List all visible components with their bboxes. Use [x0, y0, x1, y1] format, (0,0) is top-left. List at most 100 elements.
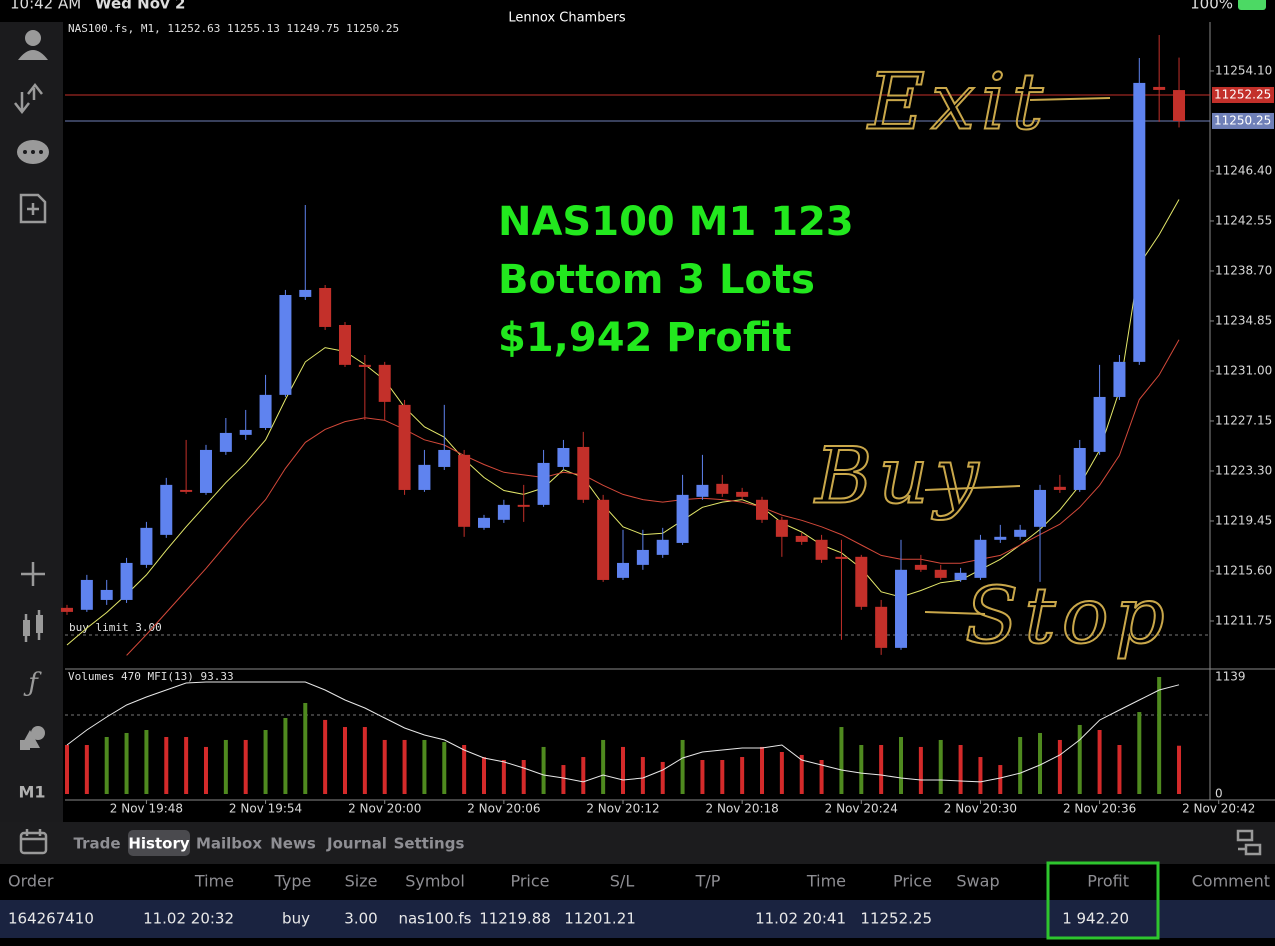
volume-bar [501, 759, 506, 794]
tab[interactable]: Mailbox [196, 835, 262, 853]
volume-bar [382, 739, 387, 794]
volume-bar [680, 739, 685, 794]
table-cell: 11252.25 [860, 910, 932, 928]
objects-icon[interactable] [20, 726, 45, 750]
tab[interactable]: Trade [73, 835, 120, 853]
x-tick-label: 2 Nov 20:12 [586, 802, 659, 816]
volume-bar [879, 745, 884, 794]
handwritten-stroke [924, 97, 1111, 615]
volume-bar [740, 757, 745, 794]
volume-bar [184, 736, 189, 794]
tab-bar [0, 822, 1275, 864]
volume-tick-label: 0 [1215, 787, 1223, 801]
candle-body [259, 394, 272, 428]
tab[interactable]: Journal [326, 835, 387, 853]
crosshair-icon[interactable] [21, 562, 45, 586]
candle-body [358, 364, 371, 367]
table-cell: 164267410 [8, 910, 94, 928]
candle-body [557, 447, 570, 467]
table-header-cell: Swap [956, 872, 999, 891]
candle-body [517, 504, 530, 507]
ma-line [126, 339, 1180, 656]
price-label: 11250.25 [1214, 113, 1271, 127]
table-header-cell: Order [8, 872, 54, 891]
volume-bar [1137, 712, 1142, 794]
candle-body [835, 556, 848, 559]
candle-body [497, 504, 510, 520]
y-tick-label: 11234.85 [1215, 313, 1272, 327]
table-cell: 11.02 20:41 [755, 910, 846, 928]
volume-bar [223, 739, 228, 794]
highlight-box [1046, 861, 1160, 940]
candle-body [418, 464, 431, 490]
y-tick-label: 11242.55 [1215, 213, 1272, 227]
table-header-cell: Symbol [405, 872, 465, 891]
volume-bar [442, 742, 447, 794]
volume-bar [819, 759, 824, 794]
table-cell: 1 942.20 [1062, 910, 1129, 928]
handwritten-note: Buy [813, 432, 985, 522]
trade-icon[interactable] [14, 82, 43, 115]
candle-body [140, 527, 153, 565]
chat-icon[interactable] [17, 140, 49, 164]
volume-bar [720, 759, 725, 794]
candle-body [914, 564, 927, 570]
volume-bar [779, 751, 784, 794]
volume-bar [104, 736, 109, 794]
candle-body [815, 539, 828, 560]
new-order-icon[interactable] [19, 193, 47, 224]
handwritten-note: Stop [965, 572, 1171, 662]
x-tick-label: 2 Nov 20:18 [706, 802, 779, 816]
candle-body [60, 607, 73, 612]
candle-body [319, 287, 332, 327]
volume-bar [541, 746, 546, 794]
candle-body [338, 324, 351, 365]
table-header-cell: Size [345, 872, 378, 891]
volume-bar [1117, 745, 1122, 794]
chart: NAS100.fs, M1, 11252.63 11255.13 11249.7… [60, 22, 1275, 816]
candle-body [80, 579, 93, 610]
y-tick-label: 11227.15 [1215, 413, 1272, 427]
candle-body [199, 449, 212, 493]
volume-bar [998, 765, 1003, 794]
volume-header: Volumes 470 MFI(13) 93.33 [68, 670, 234, 683]
table-cell: 11201.21 [564, 910, 636, 928]
tab[interactable]: History [128, 835, 189, 853]
table-header-cell: Time [806, 872, 846, 891]
volume-bar [1038, 732, 1043, 794]
status-time: 10:42 AM [10, 0, 81, 13]
candle-body [597, 499, 610, 580]
y-tick-label: 11215.60 [1215, 563, 1272, 577]
layout-icon[interactable] [1236, 829, 1262, 856]
volume-bar [660, 761, 665, 794]
candle-body [477, 517, 490, 528]
candle-body [577, 446, 590, 500]
volume-bar [263, 730, 268, 794]
volume-bar [859, 745, 864, 794]
candle-body [775, 519, 788, 537]
candle-body [636, 549, 649, 565]
ma-line [66, 199, 1180, 646]
timeframe-button[interactable]: M1 [18, 783, 45, 802]
calendar-icon[interactable] [19, 829, 48, 855]
volume-bar [978, 757, 983, 794]
battery-level: 100% [1190, 0, 1233, 13]
candle-body [736, 491, 749, 497]
tab[interactable]: Settings [394, 835, 465, 853]
candle-body [378, 364, 391, 402]
candle-body [1133, 82, 1146, 362]
profile-icon[interactable] [18, 30, 48, 60]
indicators-icon[interactable]: ƒ [23, 668, 42, 698]
volume-bar [124, 732, 129, 794]
y-tick-label: 11219.45 [1215, 513, 1272, 527]
candle-body [279, 294, 292, 395]
volume-bar [303, 702, 308, 794]
chart-type-icon[interactable] [23, 610, 43, 642]
table-cell: nas100.fs [398, 910, 471, 928]
tab[interactable]: News [270, 835, 316, 853]
x-tick-label: 2 Nov 20:42 [1182, 802, 1255, 816]
tab-selected-bg [128, 830, 190, 856]
volume-bar [521, 759, 526, 794]
candle-body [239, 429, 252, 435]
